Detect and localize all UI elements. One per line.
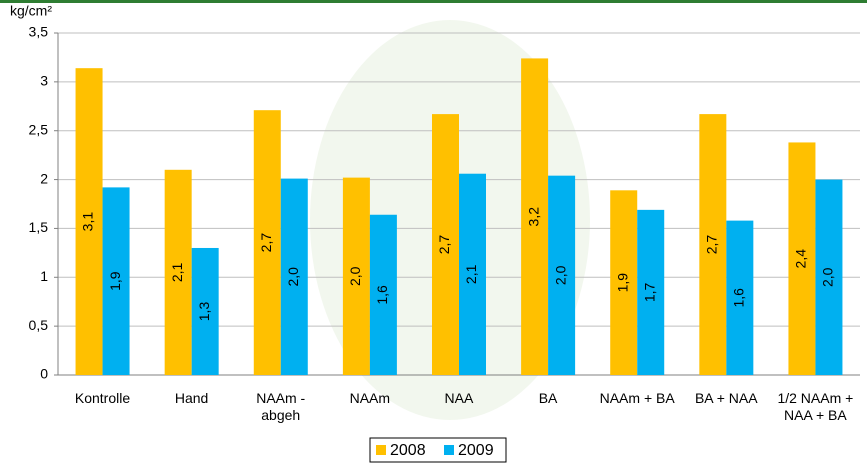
bar	[788, 142, 816, 375]
x-tick-label: Hand	[174, 390, 209, 406]
x-tick-label: Kontrolle	[74, 390, 131, 406]
value-label: 2,7	[436, 235, 452, 255]
value-label: 2,7	[258, 233, 274, 253]
value-label: 2,0	[347, 266, 363, 286]
bar	[342, 177, 370, 375]
bar	[432, 114, 459, 376]
bar	[637, 209, 665, 375]
value-label: 1,9	[107, 271, 123, 291]
bar	[459, 173, 486, 375]
bar	[548, 175, 576, 375]
bar	[610, 190, 638, 375]
value-label: 2,7	[704, 235, 720, 255]
y-tick-label: 0,5	[29, 317, 49, 333]
bar	[280, 178, 308, 375]
x-tick-label: NAAm	[349, 390, 391, 406]
x-tick-label: NAAm + BA	[599, 390, 675, 406]
y-axis-title: kg/cm²	[10, 3, 52, 19]
bar	[726, 220, 754, 375]
top-rule	[0, 0, 867, 3]
bar	[369, 214, 397, 375]
value-label: 2,0	[552, 265, 568, 285]
value-label: 3,2	[525, 207, 541, 227]
legend: 2008 2009	[369, 437, 507, 463]
legend-frame	[369, 437, 507, 463]
bar	[75, 68, 103, 376]
y-tick-label: 2	[40, 170, 48, 186]
value-label: 1,6	[374, 285, 390, 305]
value-label: 1,7	[641, 282, 657, 302]
y-tick-label: 2,5	[29, 121, 49, 137]
x-tick-label: BA	[538, 390, 558, 406]
value-label: 1,6	[731, 288, 747, 308]
legend-label: 2008	[390, 442, 426, 459]
legend-swatch	[444, 445, 454, 455]
bar	[102, 187, 130, 375]
value-label: 2,0	[820, 267, 836, 287]
bar	[253, 110, 281, 376]
bar	[699, 114, 727, 376]
bar	[191, 247, 219, 375]
bar	[164, 169, 192, 375]
y-tick-label: 0	[40, 366, 48, 382]
bar	[815, 179, 843, 375]
y-tick-label: 1,5	[29, 219, 49, 235]
value-label: 2,0	[285, 267, 301, 287]
value-label: 1,3	[196, 302, 212, 322]
x-tick-label: BA + NAA	[694, 390, 758, 406]
value-label: 2,1	[169, 262, 185, 282]
x-tick-label: NAA	[444, 390, 474, 406]
legend-swatch	[376, 445, 386, 455]
y-tick-label: 1	[40, 268, 48, 284]
y-tick-label: 3	[40, 73, 48, 89]
value-label: 2,1	[463, 264, 479, 284]
value-label: 2,4	[793, 249, 809, 269]
y-tick-label: 3,5	[29, 24, 49, 40]
x-tick-label: NAAm - abgeh	[256, 390, 306, 423]
x-tick-label: 1/2 NAAm + NAA + BA	[777, 390, 854, 423]
value-label: 3,1	[80, 212, 96, 232]
value-label: 1,9	[614, 273, 630, 293]
bar	[521, 58, 549, 376]
legend-label: 2009	[458, 442, 494, 459]
